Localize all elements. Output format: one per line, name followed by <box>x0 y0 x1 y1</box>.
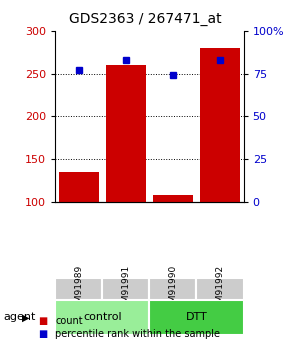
Bar <box>106 65 146 202</box>
Bar <box>102 278 149 300</box>
Text: ▶: ▶ <box>22 313 29 322</box>
Bar <box>55 300 149 335</box>
Bar <box>59 172 99 202</box>
Bar <box>55 278 102 300</box>
Text: GSM91989: GSM91989 <box>74 264 83 314</box>
Bar <box>149 278 196 300</box>
Text: GSM91990: GSM91990 <box>168 264 177 314</box>
Bar <box>153 195 193 202</box>
Text: count: count <box>55 316 83 326</box>
Text: agent: agent <box>3 313 35 322</box>
Text: GDS2363 / 267471_at: GDS2363 / 267471_at <box>69 12 221 26</box>
Text: control: control <box>83 313 122 322</box>
Bar <box>149 300 244 335</box>
Text: DTT: DTT <box>186 313 207 322</box>
Text: ■: ■ <box>38 316 47 326</box>
Bar <box>196 278 244 300</box>
Text: ■: ■ <box>38 329 47 338</box>
Text: GSM91992: GSM91992 <box>215 264 224 314</box>
Text: GSM91991: GSM91991 <box>121 264 130 314</box>
Text: percentile rank within the sample: percentile rank within the sample <box>55 329 220 338</box>
Bar <box>200 48 240 202</box>
